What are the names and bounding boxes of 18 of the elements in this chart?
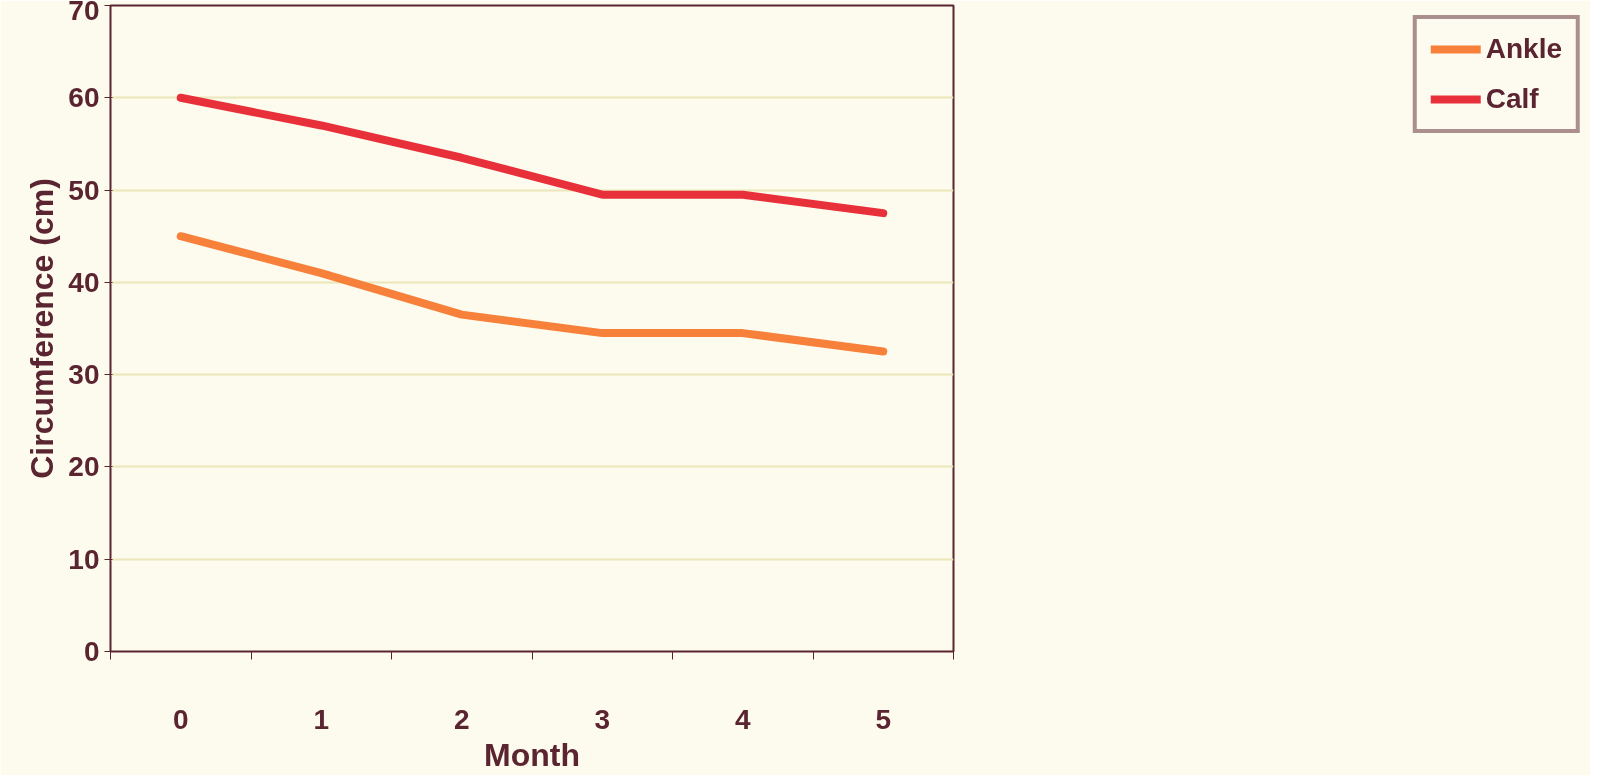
y-tick-label: 30: [68, 359, 100, 391]
y-tick-label: 40: [68, 266, 100, 298]
y-tick-label: 10: [68, 543, 100, 575]
y-tick-label: 0: [83, 636, 100, 667]
y-tick-label: 60: [68, 82, 100, 114]
y-tick-label: 20: [68, 451, 100, 483]
y-axis-title: Circumference (cm): [24, 178, 61, 479]
y-tick-label: 70: [68, 0, 100, 26]
x-tick-label: 2: [453, 703, 470, 735]
y-tick-label: 50: [68, 174, 100, 206]
x-tick-label: 1: [313, 703, 330, 735]
x-tick-label: 3: [594, 703, 611, 735]
x-axis-title: Month: [484, 736, 580, 773]
legend-label: Calf: [1485, 83, 1539, 115]
legend-label: Ankle: [1485, 33, 1562, 65]
x-tick-label: 5: [875, 703, 892, 735]
x-tick-label: 0: [172, 703, 189, 735]
x-tick-label: 4: [734, 703, 751, 735]
